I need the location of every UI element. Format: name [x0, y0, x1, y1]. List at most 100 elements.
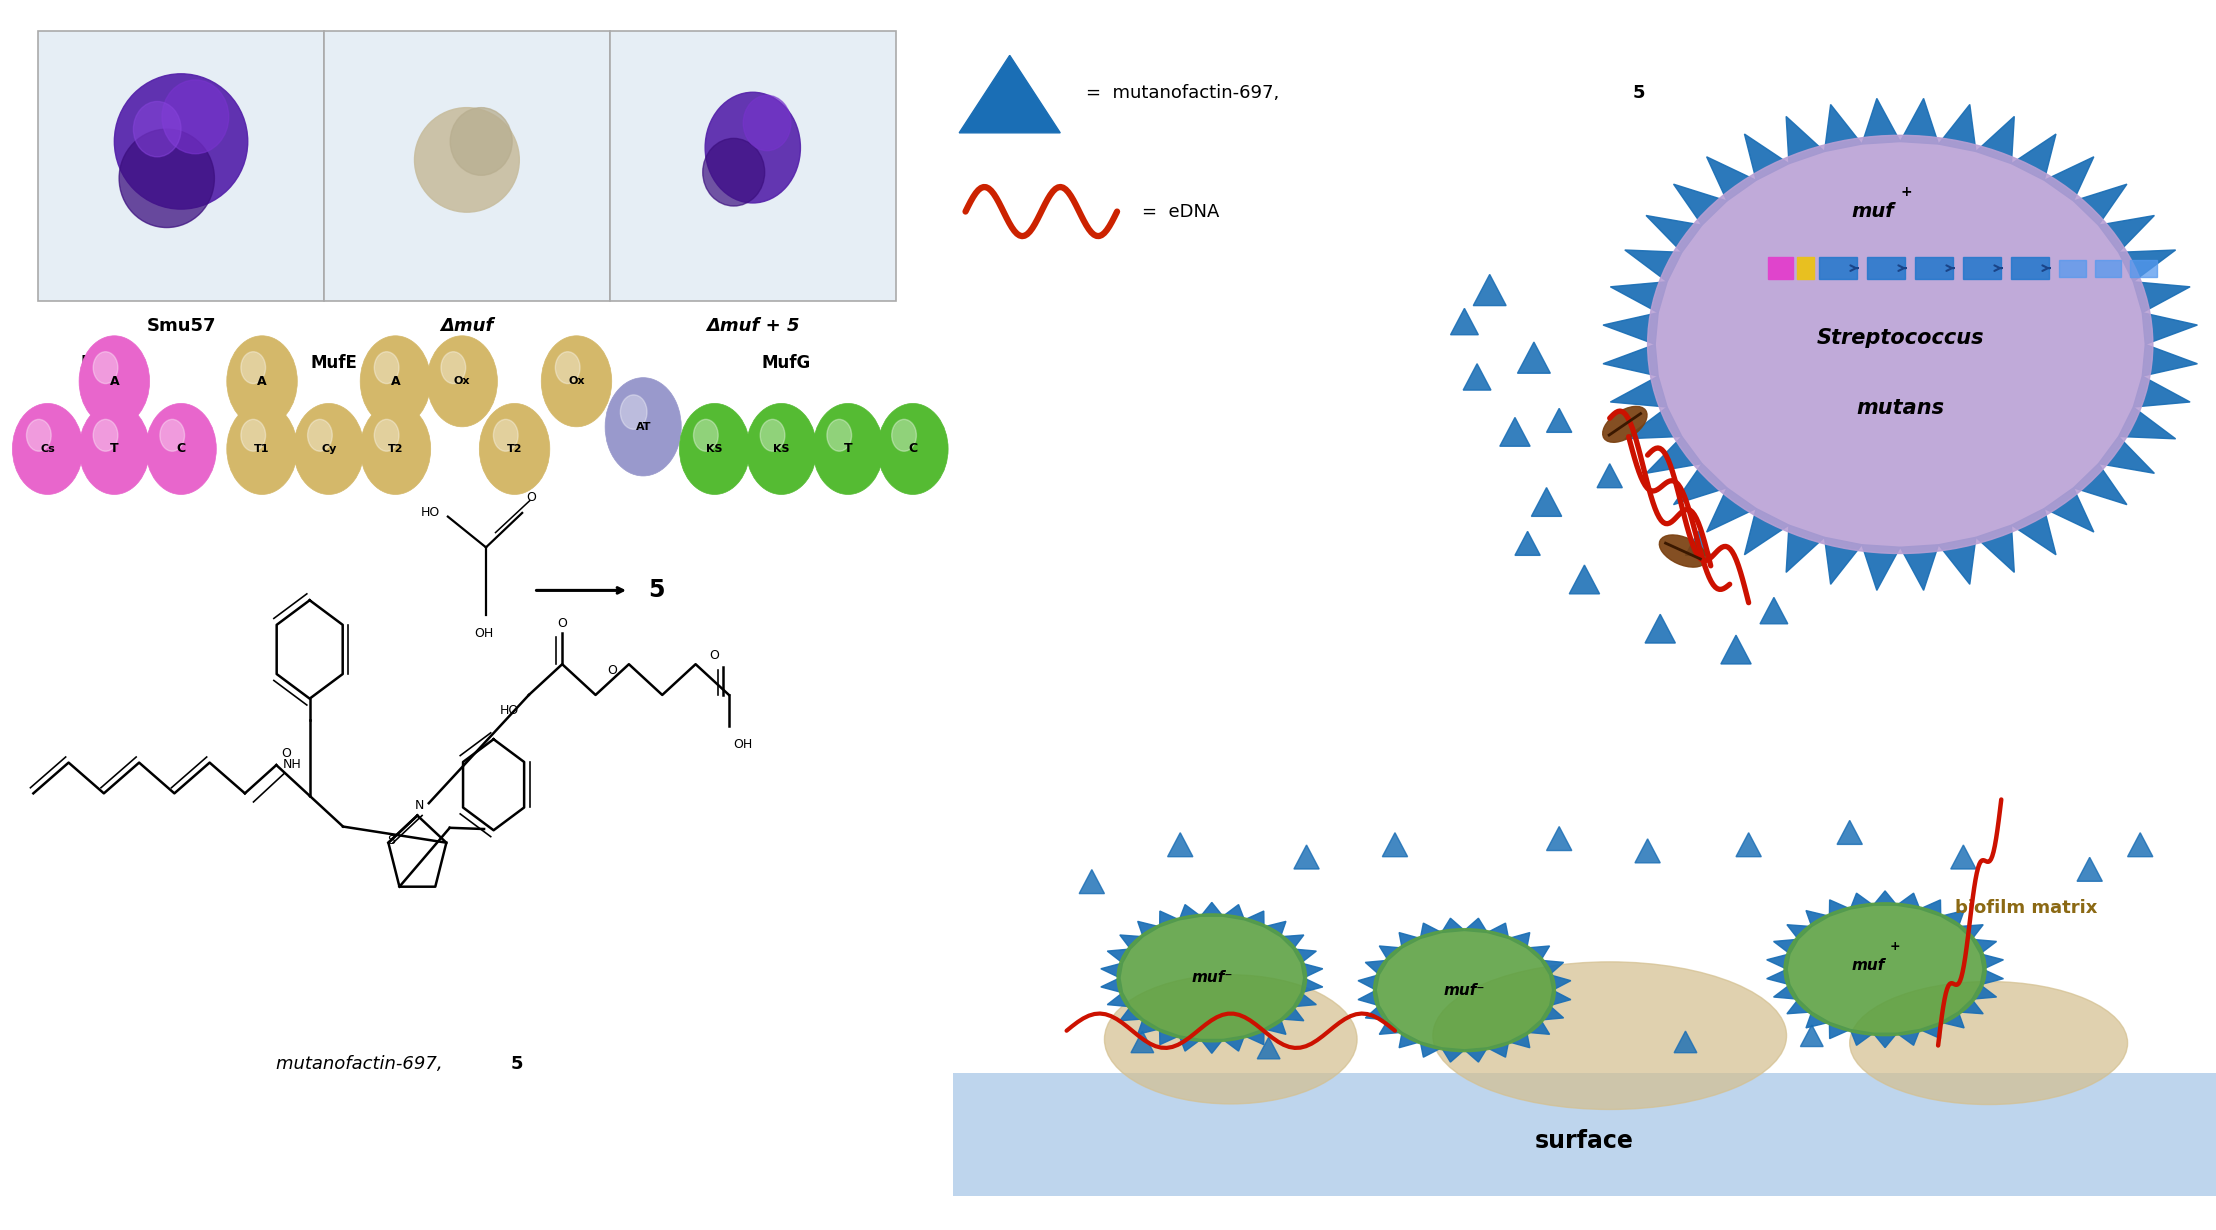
Polygon shape: [1981, 969, 2003, 985]
Polygon shape: [1540, 961, 1564, 974]
Circle shape: [160, 419, 184, 451]
Text: T2: T2: [388, 444, 403, 454]
Polygon shape: [1773, 940, 1797, 953]
Circle shape: [428, 336, 496, 427]
Circle shape: [813, 403, 884, 494]
Polygon shape: [1119, 1006, 1143, 1021]
Circle shape: [242, 352, 266, 384]
Polygon shape: [1378, 946, 1403, 961]
Circle shape: [226, 336, 297, 427]
Polygon shape: [1941, 1012, 1963, 1028]
Polygon shape: [1977, 525, 2014, 572]
Polygon shape: [1806, 910, 1830, 926]
FancyBboxPatch shape: [1797, 257, 1815, 279]
Text: biofilm matrix: biofilm matrix: [1955, 899, 2099, 916]
Polygon shape: [1824, 105, 1861, 151]
Polygon shape: [1602, 312, 1658, 344]
Text: muf: muf: [1853, 958, 1886, 973]
Polygon shape: [1398, 1032, 1420, 1048]
Polygon shape: [1941, 910, 1963, 926]
Ellipse shape: [1602, 406, 1646, 443]
Polygon shape: [1624, 250, 1682, 282]
Polygon shape: [1179, 1036, 1201, 1052]
Polygon shape: [2076, 857, 2103, 881]
Polygon shape: [1294, 993, 1316, 1006]
Circle shape: [441, 352, 465, 384]
Polygon shape: [1611, 282, 1666, 312]
Polygon shape: [1301, 963, 1323, 978]
Polygon shape: [1806, 1012, 1830, 1028]
Polygon shape: [1443, 1048, 1465, 1061]
Polygon shape: [1509, 932, 1529, 948]
Polygon shape: [1487, 922, 1509, 938]
Text: Streptococcus: Streptococcus: [1817, 328, 1983, 348]
Polygon shape: [1981, 953, 2003, 969]
Polygon shape: [1646, 437, 1702, 474]
Text: A: A: [390, 375, 401, 387]
Polygon shape: [2127, 833, 2154, 856]
Polygon shape: [1950, 845, 1977, 868]
Ellipse shape: [162, 80, 228, 154]
Text: MufE: MufE: [310, 354, 357, 371]
Polygon shape: [1598, 464, 1622, 488]
Polygon shape: [1766, 953, 1791, 969]
Text: T2: T2: [507, 444, 523, 454]
Polygon shape: [1766, 969, 1791, 985]
Polygon shape: [1101, 978, 1124, 993]
Polygon shape: [1547, 408, 1571, 433]
Text: S: S: [386, 834, 394, 846]
Polygon shape: [1569, 565, 1600, 594]
Polygon shape: [1179, 904, 1201, 920]
Text: Cs: Cs: [40, 444, 55, 454]
Polygon shape: [1850, 893, 1873, 909]
Polygon shape: [1531, 487, 1562, 517]
FancyBboxPatch shape: [953, 1073, 2216, 1196]
Polygon shape: [2134, 376, 2189, 407]
Polygon shape: [1294, 845, 1319, 868]
Circle shape: [479, 403, 550, 494]
Polygon shape: [1673, 1031, 1697, 1053]
Text: Ox: Ox: [454, 376, 470, 386]
Ellipse shape: [1434, 962, 1786, 1109]
Polygon shape: [2074, 464, 2127, 504]
FancyBboxPatch shape: [1963, 257, 2001, 279]
Circle shape: [605, 378, 680, 476]
Text: O: O: [607, 663, 616, 676]
Text: NH: NH: [284, 758, 301, 771]
Circle shape: [747, 403, 818, 494]
Polygon shape: [1168, 833, 1192, 856]
Polygon shape: [2143, 344, 2198, 376]
Text: muf⁻: muf⁻: [1192, 970, 1232, 985]
Polygon shape: [1358, 974, 1378, 990]
Text: MufG: MufG: [762, 354, 811, 371]
Ellipse shape: [1117, 914, 1307, 1042]
FancyBboxPatch shape: [38, 31, 324, 301]
FancyBboxPatch shape: [1915, 257, 1952, 279]
Polygon shape: [1861, 98, 1901, 144]
Polygon shape: [2043, 488, 2094, 533]
Polygon shape: [1644, 614, 1675, 643]
Polygon shape: [2043, 156, 2094, 200]
Polygon shape: [1611, 376, 1666, 407]
Polygon shape: [1602, 344, 1658, 376]
Text: HO: HO: [421, 507, 441, 519]
Polygon shape: [1722, 635, 1751, 664]
Polygon shape: [1119, 935, 1143, 950]
Circle shape: [242, 419, 266, 451]
Circle shape: [375, 352, 399, 384]
Polygon shape: [1540, 1006, 1564, 1020]
Polygon shape: [1159, 1030, 1179, 1044]
Polygon shape: [1824, 538, 1861, 584]
Text: mutanofactin-697,: mutanofactin-697,: [277, 1055, 448, 1073]
Polygon shape: [1108, 950, 1130, 963]
Text: O: O: [709, 648, 720, 662]
Polygon shape: [1972, 940, 1997, 953]
Polygon shape: [1365, 1006, 1387, 1020]
Text: O: O: [281, 747, 290, 760]
Ellipse shape: [120, 129, 215, 228]
Polygon shape: [1500, 417, 1529, 446]
FancyBboxPatch shape: [1768, 257, 1793, 279]
Polygon shape: [1130, 1031, 1155, 1053]
Text: muf: muf: [1850, 202, 1895, 221]
Text: Δmuf + 5: Δmuf + 5: [707, 317, 800, 336]
